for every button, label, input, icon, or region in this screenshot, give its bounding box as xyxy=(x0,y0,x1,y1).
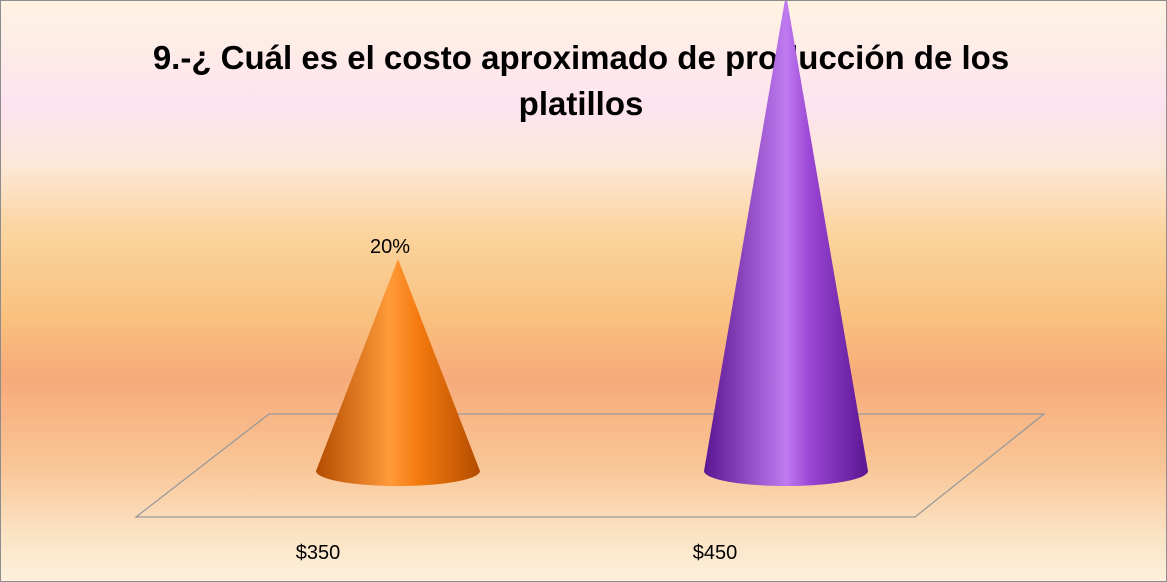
chart-cone-bar xyxy=(704,1,868,486)
chart-title: 9.-¿ Cuál es el costo aproximado de prod… xyxy=(152,39,1010,122)
data-label: 20% xyxy=(370,236,410,258)
chart-cone-bar xyxy=(316,259,480,486)
chart-floor xyxy=(134,413,1046,518)
category-label: $350 xyxy=(296,542,341,564)
category-label: $450 xyxy=(693,542,738,564)
